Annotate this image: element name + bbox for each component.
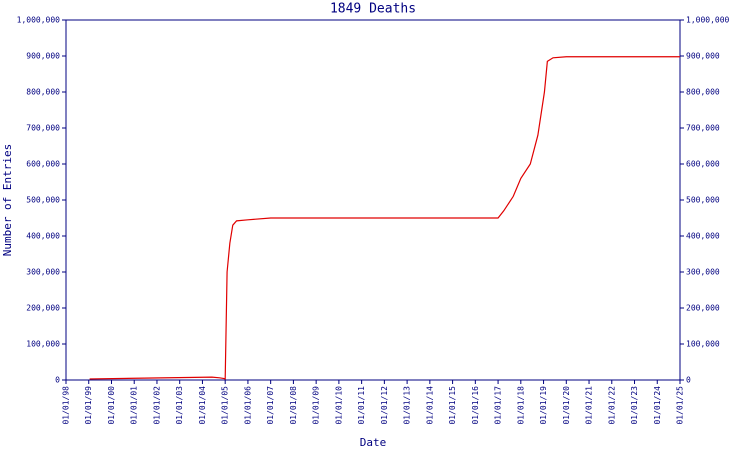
x-tick-label: 01/01/22 bbox=[607, 386, 616, 425]
y2-tick-label: 1,000,000 bbox=[686, 16, 730, 25]
y-tick-label: 0 bbox=[55, 376, 60, 385]
y2-tick-label: 0 bbox=[686, 376, 691, 385]
x-tick-label: 01/01/99 bbox=[84, 386, 93, 425]
x-tick-label: 01/01/02 bbox=[152, 386, 161, 425]
y-tick-label: 200,000 bbox=[26, 304, 60, 313]
x-tick-label: 01/01/23 bbox=[630, 386, 639, 425]
x-tick-label: 01/01/18 bbox=[516, 386, 525, 425]
y2-tick-label: 400,000 bbox=[686, 232, 720, 241]
x-tick-label: 01/01/04 bbox=[198, 386, 207, 425]
plot-frame bbox=[65, 19, 681, 381]
x-tick-label: 01/01/19 bbox=[539, 386, 548, 425]
y2-tick-label: 500,000 bbox=[686, 196, 720, 205]
x-tick-label: 01/01/11 bbox=[357, 386, 366, 425]
x-tick-label: 01/01/13 bbox=[403, 386, 412, 425]
y-tick-label: 600,000 bbox=[26, 160, 60, 169]
y-tick-label: 1,000,000 bbox=[17, 16, 61, 25]
data-line bbox=[89, 56, 680, 380]
y2-tick-label: 200,000 bbox=[686, 304, 720, 313]
y-tick-label: 700,000 bbox=[26, 124, 60, 133]
y2-tick-label: 700,000 bbox=[686, 124, 720, 133]
y2-tick-label: 300,000 bbox=[686, 268, 720, 277]
x-tick-label: 01/01/07 bbox=[266, 386, 275, 425]
chart-title: 1849 Deaths bbox=[330, 2, 416, 17]
x-tick-label: 01/01/08 bbox=[289, 386, 298, 425]
x-tick-label: 01/01/20 bbox=[562, 386, 571, 425]
x-tick-label: 01/01/05 bbox=[221, 386, 230, 425]
y-tick-label: 100,000 bbox=[26, 340, 60, 349]
x-tick-label: 01/01/01 bbox=[130, 386, 139, 425]
x-tick-label: 01/01/03 bbox=[175, 386, 184, 425]
x-tick-label: 01/01/00 bbox=[107, 386, 116, 425]
y-tick-label: 500,000 bbox=[26, 196, 60, 205]
y2-tick-label: 800,000 bbox=[686, 88, 720, 97]
x-tick-label: 01/01/24 bbox=[653, 386, 662, 425]
x-tick-label: 01/01/12 bbox=[380, 386, 389, 425]
x-tick-label: 01/01/25 bbox=[676, 386, 685, 425]
y2-tick-label: 600,000 bbox=[686, 160, 720, 169]
y-tick-label: 400,000 bbox=[26, 232, 60, 241]
x-tick-label: 01/01/15 bbox=[448, 386, 457, 425]
x-tick-label: 01/01/09 bbox=[312, 386, 321, 425]
x-tick-label: 01/01/16 bbox=[471, 386, 480, 425]
x-tick-label: 01/01/14 bbox=[425, 386, 434, 425]
y-axis-title: Number of Entries bbox=[1, 144, 14, 257]
y2-tick-label: 900,000 bbox=[686, 52, 720, 61]
y-tick-label: 800,000 bbox=[26, 88, 60, 97]
x-tick-label: 01/01/10 bbox=[334, 386, 343, 425]
y2-tick-label: 100,000 bbox=[686, 340, 720, 349]
y-tick-label: 900,000 bbox=[26, 52, 60, 61]
y-tick-label: 300,000 bbox=[26, 268, 60, 277]
x-axis-title: Date bbox=[360, 436, 387, 449]
x-tick-label: 01/01/21 bbox=[585, 386, 594, 425]
x-tick-label: 01/01/98 bbox=[62, 386, 71, 425]
x-tick-label: 01/01/17 bbox=[494, 386, 503, 425]
x-tick-label: 01/01/06 bbox=[243, 386, 252, 425]
